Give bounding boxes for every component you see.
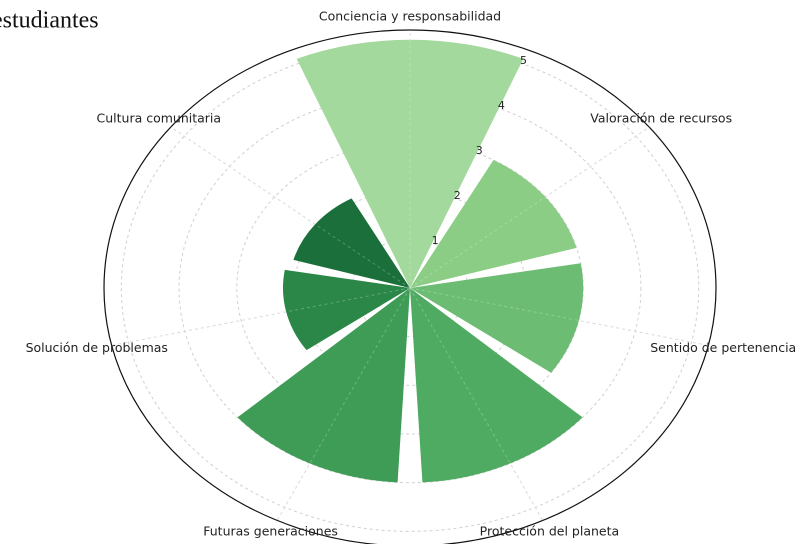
bar [410,263,584,373]
category-label: Sentido de pertenencia [650,340,796,355]
category-label: Solución de problemas [26,340,168,355]
bar [410,160,577,288]
category-label: Cultura comunitaria [97,111,222,126]
bar [282,269,410,351]
r-tick-label: 1 [432,234,439,247]
bar [410,288,583,483]
r-tick-label: 3 [476,144,483,157]
radial-grid-line [409,287,544,521]
radial-grid-line [111,287,411,346]
category-label: Conciencia y responsabilidad [319,9,501,24]
bar [237,288,410,483]
radial-grid-line [409,287,709,346]
polar-frame [103,29,717,544]
radial-grid-line [170,126,411,289]
category-label: Futuras generaciones [203,524,338,539]
radial-grid-line [276,287,411,521]
bar [293,198,410,288]
r-tick-label: 4 [498,99,505,112]
radial-grid-line [409,126,650,289]
category-label: Protección del planeta [480,524,620,539]
chart-title: estudiantes [0,8,99,34]
r-tick-label: 2 [454,189,461,202]
category-label: Valoración de recursos [590,111,732,126]
r-tick-label: 5 [520,54,527,67]
bar [296,39,524,289]
